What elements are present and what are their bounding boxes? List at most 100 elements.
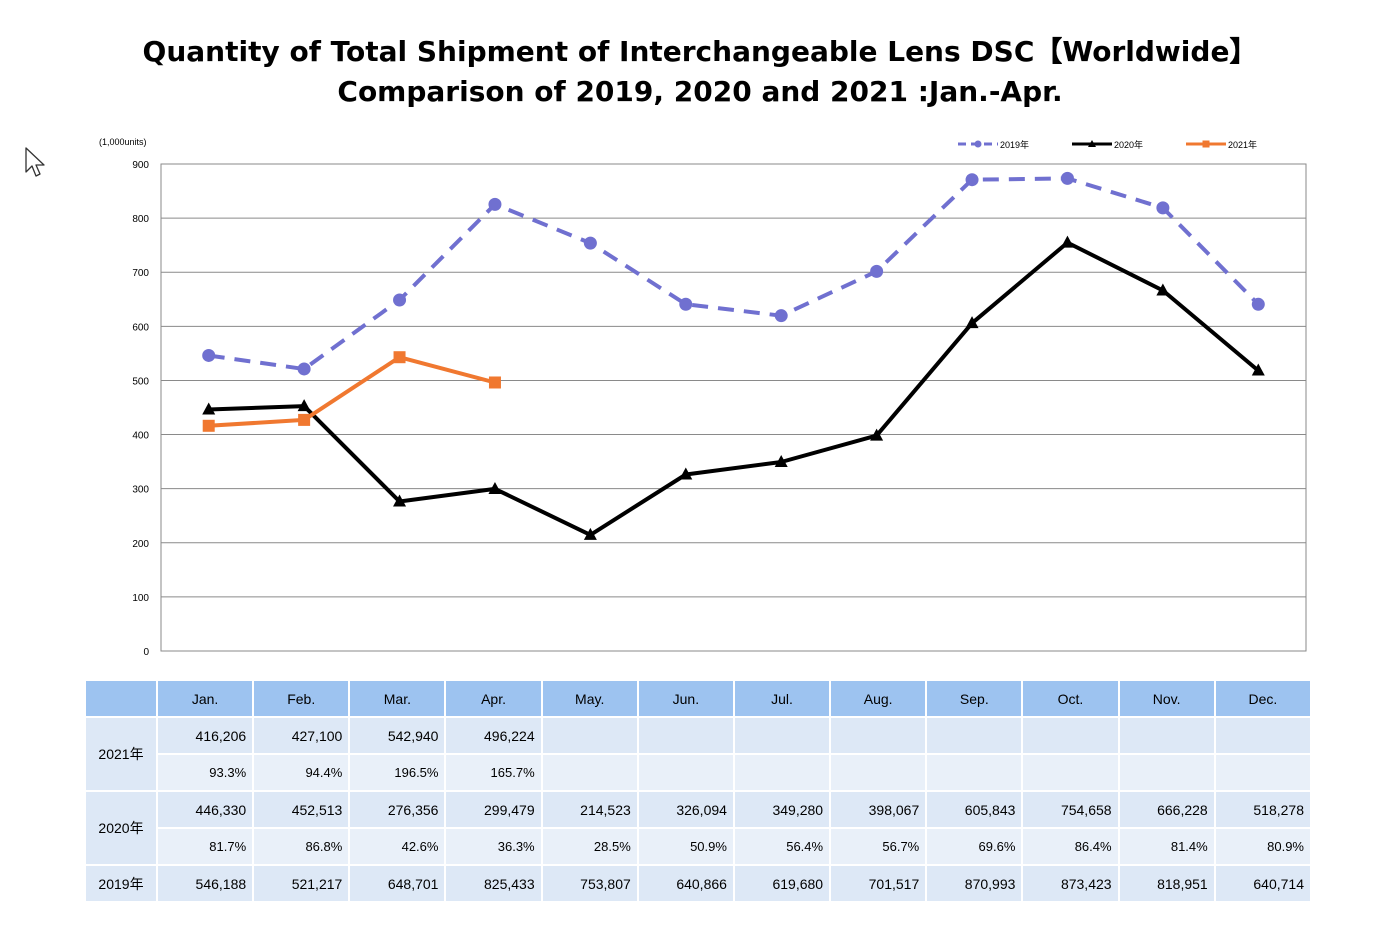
- data-point: [488, 481, 502, 494]
- table-corner-cell: [84, 679, 158, 718]
- y-tick-label: 100: [132, 593, 149, 604]
- table-value-cell: 349,280: [732, 790, 832, 829]
- table-header-cell: Sep.: [925, 679, 1024, 718]
- table-value-cell: 619,680: [732, 864, 832, 903]
- data-point: [583, 527, 597, 540]
- y-tick-label: 700: [132, 268, 149, 279]
- y-tick-label: 0: [143, 647, 149, 658]
- data-point: [488, 197, 502, 211]
- data-point: [1251, 297, 1265, 311]
- data-point: [774, 455, 788, 468]
- y-tick-label: 900: [132, 160, 149, 171]
- table-value-cell: 496,224: [444, 716, 543, 755]
- plot-area: [160, 163, 1307, 652]
- table-value-cell: 542,940: [348, 716, 447, 755]
- table-value-cell: [1117, 716, 1216, 755]
- y-tick-label: 600: [132, 322, 149, 333]
- table-percent-cell: 56.4%: [732, 827, 832, 866]
- data-point: [679, 297, 693, 311]
- table-value-cell: 870,993: [925, 864, 1024, 903]
- table-header-cell: Dec.: [1213, 679, 1313, 718]
- data-point: [679, 467, 693, 480]
- table-percent-cell: 69.6%: [925, 827, 1024, 866]
- table-value-cell: 299,479: [444, 790, 543, 829]
- data-point: [1060, 171, 1074, 185]
- table-header-row: Jan. Feb. Mar. Apr. May. Jun. Jul. Aug. Sep. Oct.…: [84, 679, 1313, 718]
- line-chart: 0 100 200 300 400 500 600 700 800 900 (1,000units)…: [99, 137, 1307, 658]
- data-point: [488, 376, 501, 389]
- y-tick-label: 300: [132, 485, 149, 496]
- table-value-cell: [1021, 716, 1120, 755]
- table-value-cell: 446,330: [155, 790, 255, 829]
- table-percent-cell: [1213, 753, 1313, 792]
- legend-label: 2021年: [1228, 139, 1257, 150]
- data-point: [870, 264, 884, 278]
- table-value-cell: 521,217: [252, 864, 351, 903]
- data-point: [1156, 283, 1170, 296]
- legend-label: 2020年: [1114, 139, 1143, 150]
- table-percent-cell: 86.4%: [1021, 827, 1120, 866]
- table-value-cell: 818,951: [1117, 864, 1216, 903]
- table-percent-cell: 36.3%: [444, 827, 543, 866]
- table-row-percent: 93.3% 94.4% 196.5% 165.7%: [85, 753, 1313, 792]
- table-percent-cell: [829, 753, 928, 792]
- data-point: [393, 351, 406, 364]
- chart-title-line-1: Quantity of Total Shipment of Interchang…: [142, 35, 1258, 68]
- table-header-cell: May.: [540, 679, 639, 718]
- data-point: [965, 316, 979, 329]
- table-header-cell: Oct.: [1021, 679, 1120, 718]
- table-percent-cell: 42.6%: [348, 827, 447, 866]
- table-value-cell: 326,094: [636, 790, 735, 829]
- legend-marker: [1202, 140, 1210, 148]
- y-tick-label: 800: [132, 214, 149, 225]
- table-header-cell: Feb.: [252, 679, 351, 718]
- data-point: [1060, 235, 1074, 248]
- table-percent-cell: 80.9%: [1213, 827, 1313, 866]
- legend-marker: [974, 140, 982, 148]
- table-value-cell: 825,433: [444, 864, 543, 903]
- table-value-cell: 416,206: [155, 716, 255, 755]
- data-point: [298, 413, 311, 426]
- table-percent-cell: 94.4%: [252, 753, 351, 792]
- data-point: [870, 428, 884, 441]
- table-value-cell: 640,714: [1213, 864, 1313, 903]
- table-value-cell: 276,356: [348, 790, 447, 829]
- series-line-2021年: [208, 355, 496, 428]
- table-value-cell: 648,701: [348, 864, 447, 903]
- y-tick-label: 400: [132, 431, 149, 442]
- y-tick-label: 200: [132, 539, 149, 550]
- legend-marker: [1088, 140, 1096, 147]
- table-percent-cell: [732, 753, 832, 792]
- data-point: [202, 348, 216, 362]
- table-value-cell: 214,523: [540, 790, 639, 829]
- table-header-cell: Jul.: [732, 679, 832, 718]
- table-value-cell: 427,100: [252, 716, 351, 755]
- table-percent-cell: 28.5%: [540, 827, 639, 866]
- table-value-cell: [925, 716, 1024, 755]
- data-point: [297, 399, 311, 412]
- table-row-percent: 81.7% 86.8% 42.6% 36.3% 28.5% 50.9% 56.4% 56.7%…: [85, 827, 1313, 866]
- series-line-2020年: [208, 240, 1260, 537]
- data-point: [1251, 363, 1265, 376]
- table-percent-cell: 196.5%: [348, 753, 447, 792]
- table-value-cell: [1213, 716, 1313, 755]
- table-value-cell: [732, 716, 832, 755]
- data-point: [965, 173, 979, 187]
- table-row: 2020年 446,330 452,513 276,356 299,479 214,523…: [84, 790, 1313, 866]
- table-percent-cell: [1117, 753, 1216, 792]
- table-year-label: 2019年: [84, 864, 158, 903]
- table-value-cell: 753,807: [540, 864, 639, 903]
- table-value-cell: 873,423: [1021, 864, 1120, 903]
- table-value-cell: 518,278: [1213, 790, 1313, 829]
- table-percent-cell: 50.9%: [636, 827, 735, 866]
- table-year-label: 2020年: [84, 790, 158, 866]
- chart-title-line-2: Comparison of 2019, 2020 and 2021 :Jan.-…: [337, 75, 1063, 108]
- table-percent-cell: 81.7%: [155, 827, 255, 866]
- table-value-cell: 754,658: [1021, 790, 1120, 829]
- table-percent-cell: 165.7%: [444, 753, 543, 792]
- data-point: [1156, 201, 1170, 215]
- data-point: [297, 362, 311, 376]
- y-tick-label: 500: [132, 376, 149, 387]
- table-value-cell: 640,866: [636, 864, 735, 903]
- table-header-cell: Apr.: [444, 679, 543, 718]
